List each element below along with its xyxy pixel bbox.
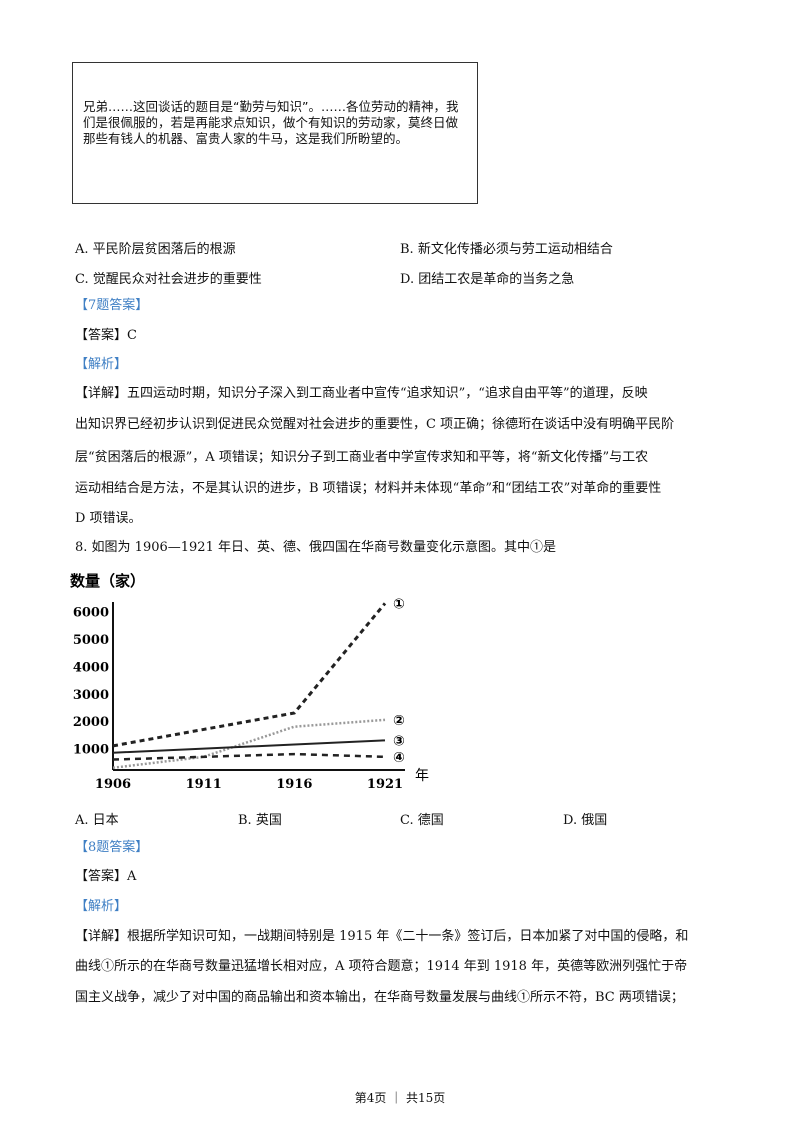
y-axis-label: 数量（家） <box>70 572 145 590</box>
q8-option-b: B. 英国 <box>238 813 282 828</box>
series-line-4 <box>112 752 386 761</box>
y-tick-label: 2000 <box>73 715 109 730</box>
q7-option-a: A. 平民阶层贫困落后的根源 <box>75 242 236 257</box>
q8-option-a: A. 日本 <box>75 813 119 828</box>
series-label: ① <box>393 596 405 612</box>
y-tick-label: 1000 <box>73 743 109 758</box>
series-line-2 <box>112 718 386 770</box>
q7-detail-line: 层“贫困落后的根源”，A 项错误；知识分子到工商业者中学宣传求知和平等，将“新文… <box>75 450 649 465</box>
y-tick-label: 4000 <box>73 660 109 675</box>
x-tick-label: 1906 <box>95 777 131 792</box>
q7-option-c: C. 觉醒民众对社会进步的重要性 <box>75 272 262 287</box>
merchant-count-chart: 数量（家） 年 1906 1911 1916 1921 1000 2000 3000 4000… <box>70 572 429 792</box>
y-tick-label: 6000 <box>73 606 109 621</box>
q8-analysis-label: 【解析】 <box>75 899 128 914</box>
q7-answer: 【答案】C <box>75 328 137 343</box>
q7-detail-line: 运动相结合是方法，不是其认识的进步，B 项错误；材料并未体现“革命”和“团结工农… <box>75 481 662 496</box>
q7-detail-line: D 项错误。 <box>75 511 142 526</box>
q7-analysis-label: 【解析】 <box>75 357 128 372</box>
q8-answer: 【答案】A <box>75 869 137 884</box>
x-axis-label: 年 <box>415 768 429 784</box>
q8-answer-header: 【8题答案】 <box>75 840 149 855</box>
q8-option-c: C. 德国 <box>400 813 444 828</box>
q8-option-d: D. 俄国 <box>563 813 608 828</box>
q8-detail-line: 【详解】根据所学知识可知，一战期间特别是 1915 年《二十一条》签订后，日本加… <box>75 929 689 944</box>
quote-text: 兄弟……这回谈话的题目是“勤劳与知识”。……各位劳动的精神，我们是很佩服的，若是… <box>83 99 459 146</box>
quote-box: 兄弟……这回谈话的题目是“勤劳与知识”。……各位劳动的精神，我们是很佩服的，若是… <box>72 62 478 204</box>
series-line-1 <box>112 602 387 748</box>
series-line-3 <box>112 739 386 754</box>
series-label: ④ <box>393 750 405 766</box>
x-tick-label: 1911 <box>186 777 222 792</box>
q7-option-b: B. 新文化传播必须与劳工运动相结合 <box>400 242 613 257</box>
series-label: ③ <box>393 733 405 749</box>
y-tick-label: 5000 <box>73 633 109 648</box>
x-tick-label: 1916 <box>276 777 312 792</box>
y-tick-label: 3000 <box>73 688 109 703</box>
q7-detail-line: 【详解】五四运动时期，知识分子深入到工商业者中宣传“追求知识”，“追求自由平等”… <box>75 386 648 401</box>
q8-question: 8. 如图为 1906—1921 年日、英、德、俄四国在华商号数量变化示意图。其… <box>75 540 556 555</box>
q8-detail-line: 曲线①所示的在华商号数量迅猛增长相对应，A 项符合题意；1914 年到 1918… <box>75 959 688 974</box>
series-label: ② <box>393 713 405 729</box>
q8-detail-line: 国主义战争，减少了对中国的商品输出和资本输出，在华商号数量发展与曲线①所示不符，… <box>75 990 684 1005</box>
x-tick-label: 1921 <box>367 777 403 792</box>
q7-detail-line: 出知识界已经初步认识到促进民众觉醒对社会进步的重要性，C 项正确；徐德珩在谈话中… <box>75 417 675 432</box>
q7-option-d: D. 团结工农是革命的当务之急 <box>400 272 575 287</box>
page-footer: 第4页 ｜ 共15页 <box>354 1091 446 1105</box>
q7-answer-header: 【7题答案】 <box>75 298 149 313</box>
